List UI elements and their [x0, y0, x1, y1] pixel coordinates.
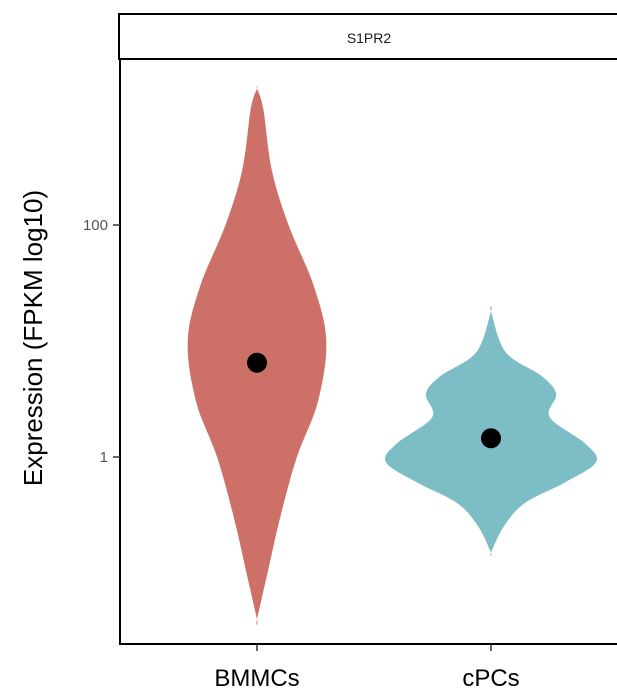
x-tick-label-bmmcs: BMMCs	[214, 665, 299, 692]
x-tick-label-cpcs: cPCs	[462, 665, 519, 692]
point-cpcs	[481, 428, 501, 449]
facet-title: S1PR2	[347, 30, 392, 46]
facet-strip	[118, 13, 617, 60]
y-axis-title: Expression (FPKM log10)	[18, 190, 48, 486]
point-bmmcs	[247, 352, 267, 373]
y-tick-label: 1	[100, 449, 108, 466]
y-tick-label: 100	[83, 217, 108, 234]
